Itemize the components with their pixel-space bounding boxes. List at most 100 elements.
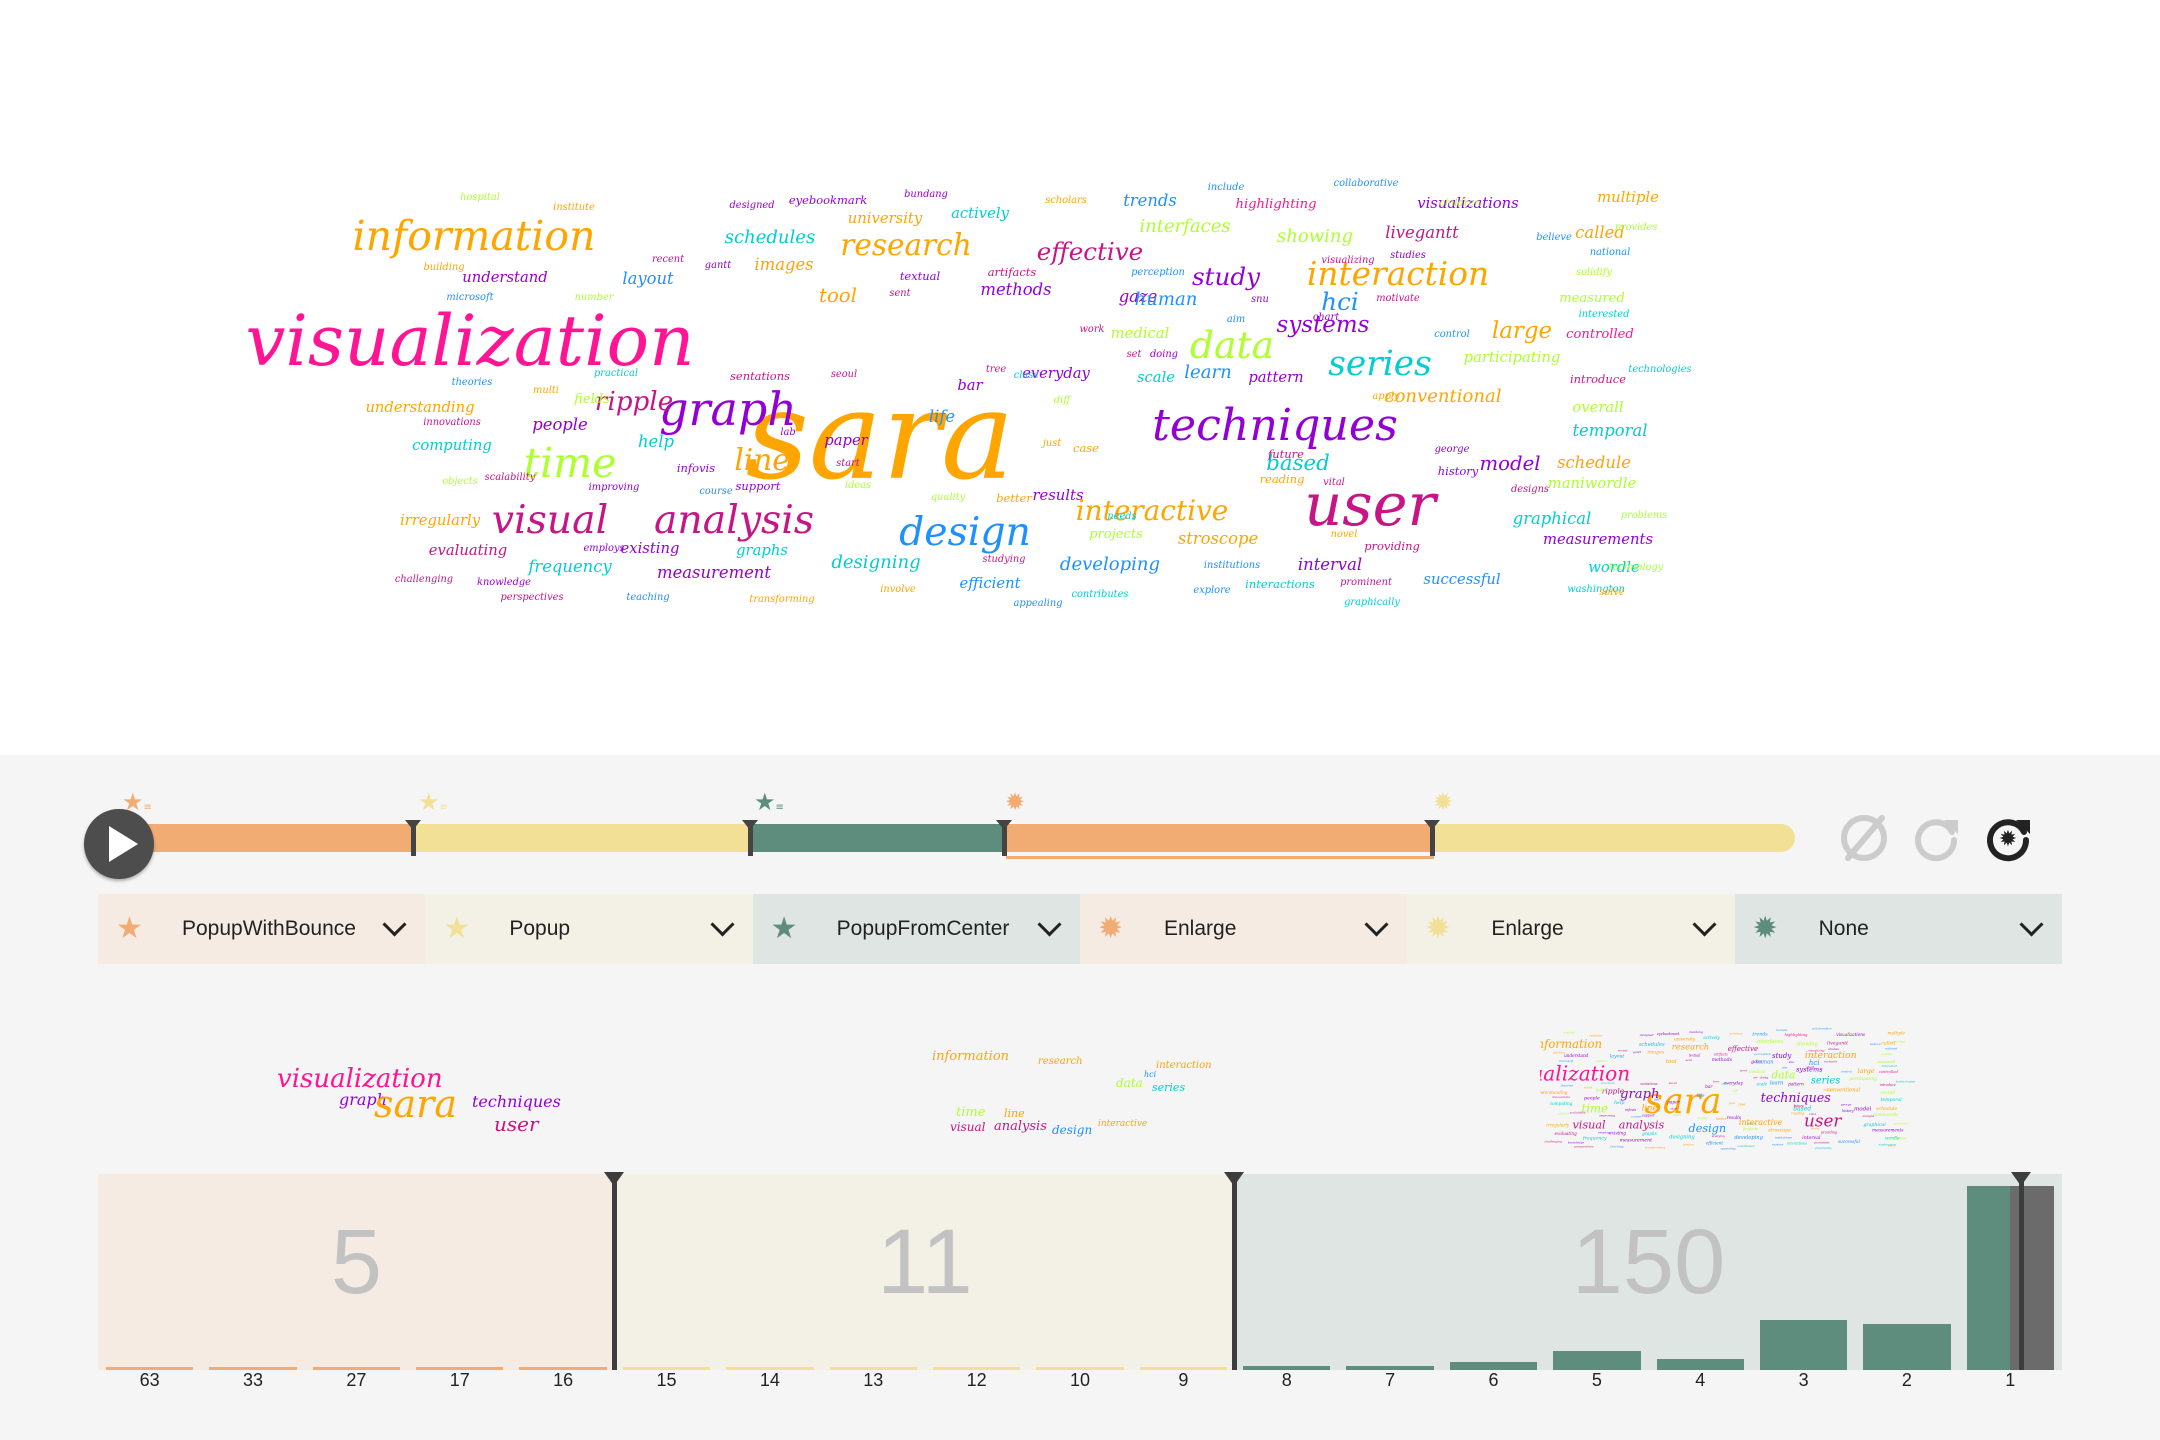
cloud-word[interactable]: work xyxy=(1080,324,1105,335)
cloud-word[interactable]: providing xyxy=(1364,539,1420,553)
cloud-word[interactable]: include xyxy=(1208,182,1245,193)
cloud-word[interactable]: novel xyxy=(1331,529,1358,540)
cloud-word[interactable]: george xyxy=(1435,444,1470,455)
cloud-word[interactable]: history xyxy=(1438,464,1479,478)
cloud-word[interactable]: introduce xyxy=(1570,372,1626,386)
histogram-bar[interactable] xyxy=(1553,1350,1641,1370)
cloud-word[interactable]: study xyxy=(1192,262,1261,291)
cloud-word[interactable]: lab xyxy=(780,427,795,438)
histogram-bar[interactable] xyxy=(106,1367,194,1370)
cloud-word[interactable]: washington xyxy=(1567,584,1625,595)
cloud-word[interactable]: technology xyxy=(1609,562,1664,573)
histogram-group-1[interactable] xyxy=(98,1174,615,1370)
cloud-word[interactable]: actively xyxy=(951,205,1009,222)
chevron-down-icon[interactable] xyxy=(382,912,407,937)
cloud-word[interactable]: improving xyxy=(589,482,640,493)
histogram-bar[interactable] xyxy=(1243,1366,1331,1370)
cloud-word[interactable]: interactive xyxy=(1076,494,1228,527)
cloud-word[interactable]: class xyxy=(1014,370,1039,381)
cloud-word[interactable]: life xyxy=(929,407,955,426)
cloud-word[interactable]: trends xyxy=(1123,191,1177,210)
cloud-word[interactable]: practical xyxy=(594,368,638,379)
histogram-bar[interactable] xyxy=(1863,1324,1951,1370)
cloud-word[interactable]: studying xyxy=(983,554,1026,565)
animation-dropdown-2[interactable]: ★ Popup xyxy=(425,894,753,964)
cloud-word[interactable]: model xyxy=(1479,452,1540,475)
cloud-word[interactable]: learn xyxy=(1184,362,1231,383)
cloud-word[interactable]: hci xyxy=(1321,287,1358,316)
group-boundary-marker[interactable] xyxy=(2011,1172,2031,1370)
cloud-word[interactable]: knowledge xyxy=(477,577,531,588)
cloud-word[interactable]: irregularly xyxy=(400,512,481,529)
cloud-word[interactable]: tree xyxy=(986,364,1006,375)
cloud-word[interactable]: maniwordle xyxy=(1548,475,1637,492)
cloud-word[interactable]: interested xyxy=(1579,309,1630,320)
cloud-word[interactable]: projects xyxy=(1089,527,1143,542)
cloud-word[interactable]: line xyxy=(734,443,789,477)
cloud-word[interactable]: perspectives xyxy=(501,592,564,603)
animation-dropdown-3[interactable]: ★ PopupFromCenter xyxy=(752,894,1080,964)
cloud-word[interactable]: techniques xyxy=(1152,400,1398,451)
cloud-word[interactable]: ripple xyxy=(595,387,673,417)
cloud-word[interactable]: visual xyxy=(492,497,608,543)
cloud-word[interactable]: design xyxy=(899,509,1031,555)
cloud-word[interactable]: showing xyxy=(1277,226,1353,247)
cloud-word[interactable]: computing xyxy=(412,437,492,454)
histogram-bar[interactable] xyxy=(312,1367,401,1370)
cloud-word[interactable]: graph xyxy=(659,382,797,436)
cloud-word[interactable]: multiple xyxy=(1597,189,1659,206)
cloud-word[interactable]: designs xyxy=(1511,484,1549,495)
cloud-word[interactable]: vital xyxy=(1323,477,1345,488)
cloud-word[interactable]: measurements xyxy=(1543,531,1654,548)
cloud-word[interactable]: understand xyxy=(462,269,547,286)
cloud-word[interactable]: artifacts xyxy=(988,265,1037,279)
histogram-bar[interactable] xyxy=(209,1367,297,1370)
cloud-word[interactable]: time xyxy=(524,439,617,487)
cloud-word[interactable]: information xyxy=(353,212,596,260)
cloud-word[interactable]: visualizations xyxy=(1417,195,1519,212)
cloud-word[interactable]: microsoft xyxy=(446,292,493,303)
cloud-word[interactable]: innovations xyxy=(423,417,481,428)
cloud-word[interactable]: better xyxy=(996,491,1033,505)
cloud-word[interactable]: needs xyxy=(1107,511,1136,522)
histogram-bar[interactable] xyxy=(622,1367,711,1370)
cloud-word[interactable]: case xyxy=(1073,441,1099,455)
animation-dropdown-1[interactable]: ★ PopupWithBounce xyxy=(98,894,426,964)
cloud-word[interactable]: data xyxy=(1190,323,1274,367)
cloud-word[interactable]: highlighting xyxy=(1236,197,1317,212)
cloud-word[interactable]: designed xyxy=(729,200,774,211)
animation-dropdown-6[interactable]: ✹ None xyxy=(1734,894,2062,964)
cloud-word[interactable]: conventional xyxy=(1384,386,1501,407)
cloud-word[interactable]: solidify xyxy=(1576,267,1612,278)
cloud-word[interactable]: scholars xyxy=(1045,195,1087,206)
timeline-segment-popupwithbounce[interactable] xyxy=(120,824,414,852)
cloud-word[interactable]: objects xyxy=(442,476,478,487)
cloud-word[interactable]: future xyxy=(1267,447,1304,461)
animation-dropdown-5[interactable]: ✹ Enlarge xyxy=(1407,894,1735,964)
cloud-word[interactable]: successful xyxy=(1423,571,1500,588)
cloud-word[interactable]: provides xyxy=(1615,222,1658,233)
cloud-word[interactable]: interfaces xyxy=(1139,216,1230,237)
cloud-word[interactable]: reading xyxy=(1260,472,1305,486)
cloud-word[interactable]: stroscope xyxy=(1178,529,1258,548)
cloud-word[interactable]: apply xyxy=(1372,391,1400,402)
cloud-word[interactable]: collaborative xyxy=(1334,178,1399,189)
cloud-word[interactable]: designing xyxy=(831,552,920,573)
cloud-word[interactable]: course xyxy=(699,486,732,497)
clear-button[interactable] xyxy=(1836,810,1892,866)
cloud-word[interactable]: series xyxy=(1328,344,1432,384)
cloud-word[interactable]: graphs xyxy=(736,542,788,559)
histogram-bar[interactable] xyxy=(829,1367,917,1370)
cloud-word[interactable]: schedule xyxy=(1557,453,1631,472)
cloud-word[interactable]: understanding xyxy=(365,399,474,416)
cloud-word[interactable]: appealing xyxy=(1013,598,1062,609)
cloud-word[interactable]: fields xyxy=(573,392,610,407)
cloud-word[interactable]: graphically xyxy=(1344,597,1400,608)
timeline-segment-popupfromcenter[interactable] xyxy=(751,824,1005,852)
cloud-word[interactable]: diff xyxy=(1054,395,1072,406)
histogram-bar[interactable] xyxy=(1656,1358,1744,1370)
cloud-word[interactable]: technologies xyxy=(1628,364,1691,375)
cloud-word[interactable]: doing xyxy=(1150,349,1178,360)
cloud-word[interactable]: theories xyxy=(452,377,493,388)
cloud-word[interactable]: participating xyxy=(1464,349,1561,366)
